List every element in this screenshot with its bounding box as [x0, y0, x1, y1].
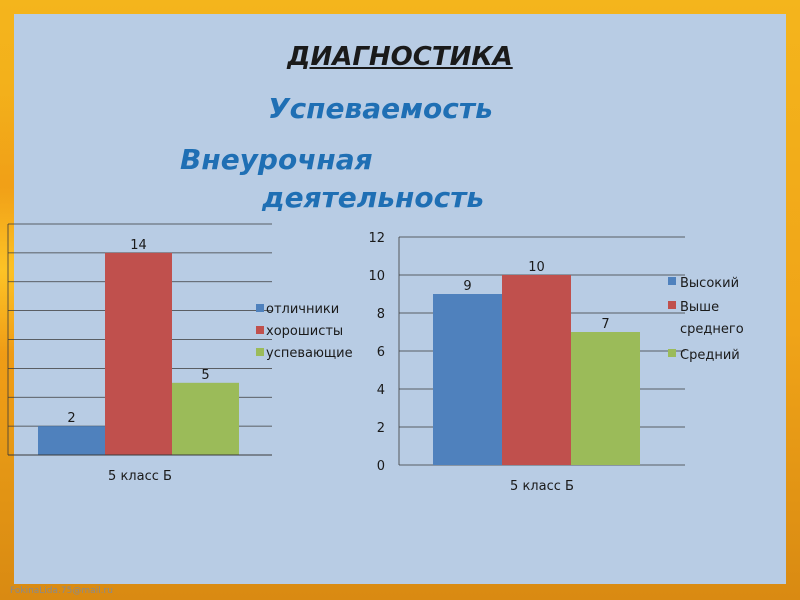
data-label: 2 [67, 411, 75, 426]
bar-3 [172, 382, 239, 455]
legend-swatch [256, 348, 264, 356]
legend-label: Средний [680, 348, 740, 363]
y-tick-label: 2 [377, 421, 385, 436]
legend-label: отличники [266, 302, 339, 317]
legend-label: Выше [680, 300, 719, 315]
legend-swatch [668, 277, 676, 285]
data-label: 14 [130, 238, 147, 253]
y-tick-label: 6 [377, 345, 385, 360]
bar-1 [38, 426, 105, 455]
data-label: 5 [201, 368, 209, 383]
legend-label: хорошисты [266, 324, 343, 339]
legend-label: успевающие [266, 346, 353, 361]
legend-swatch [256, 326, 264, 334]
legend-label: Высокий [680, 276, 739, 291]
y-tick-label: 10 [368, 269, 385, 284]
footer-email: FokinaLida.75@mail.ru [10, 586, 113, 596]
data-label: 10 [528, 260, 545, 275]
legend-swatch [256, 304, 264, 312]
performance-chart: 2 14 5 5 класс Б отличники хорошисты успевающи… [7, 223, 353, 484]
slide-title: ДИАГНОСТИКА [287, 42, 513, 72]
bar-1 [433, 294, 502, 465]
category-label: 5 класс Б [108, 469, 172, 484]
y-tick-label: 0 [377, 459, 385, 474]
bar-2 [502, 275, 571, 465]
legend-swatch [668, 349, 676, 357]
category-label: 5 класс Б [510, 479, 574, 494]
data-label: 9 [463, 279, 471, 294]
subtitle-extracurricular-line2: деятельность [262, 181, 485, 214]
legend-swatch [668, 301, 676, 309]
subtitle-performance: Успеваемость [268, 92, 493, 125]
y-tick-label: 12 [368, 231, 385, 246]
y-tick-label: 8 [377, 307, 385, 322]
data-label: 7 [601, 317, 609, 332]
subtitle-extracurricular-line1: Внеурочная [180, 143, 373, 176]
extracurricular-chart: 0 2 4 6 8 10 12 9 10 7 5 класс Б Высокий Выше среднег… [368, 231, 744, 494]
legend-label: среднего [680, 322, 744, 337]
y-tick-label: 4 [377, 383, 385, 398]
bar-3 [571, 332, 640, 465]
bar-2 [105, 252, 172, 455]
